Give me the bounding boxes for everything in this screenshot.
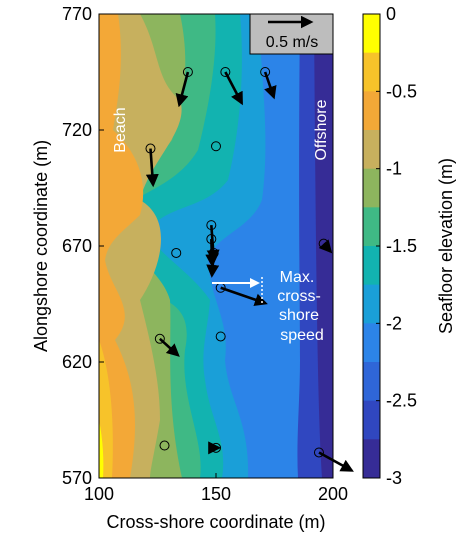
colorbar-band bbox=[363, 439, 380, 479]
colorbar-tick-label: -0.5 bbox=[386, 81, 417, 101]
velocity-arrow bbox=[224, 71, 243, 106]
buoy-markers bbox=[159, 141, 226, 451]
velocity-arrow bbox=[318, 239, 333, 254]
colorbar-band bbox=[363, 323, 380, 363]
buoy-circle bbox=[215, 331, 226, 342]
seafloor-contour-map bbox=[99, 14, 333, 478]
y-tick-label: 720 bbox=[62, 120, 92, 140]
beach-label: Beach bbox=[112, 107, 129, 152]
velocity-arrow bbox=[318, 451, 354, 472]
velocity-arrow bbox=[175, 71, 190, 108]
y-axis-ticks: 570 620 670 720 770 bbox=[62, 4, 104, 488]
velocity-arrow bbox=[206, 252, 220, 278]
y-tick-label: 770 bbox=[62, 4, 92, 24]
y-tick-label: 570 bbox=[62, 468, 92, 488]
max-speed-line-3: shore bbox=[279, 307, 319, 324]
colorbar-tick-label: -2.5 bbox=[386, 391, 417, 411]
colorbar-band bbox=[363, 168, 380, 208]
offshore-label: Offshore bbox=[313, 99, 330, 160]
vector-origin-circle bbox=[220, 67, 231, 77]
colorbar-band bbox=[363, 400, 380, 440]
max-speed-line-1: Max. bbox=[280, 269, 315, 286]
y-tick-label: 620 bbox=[62, 352, 92, 372]
x-tick-label: 150 bbox=[201, 484, 231, 504]
max-speed-line-2: cross- bbox=[277, 288, 321, 305]
scale-box-background bbox=[249, 13, 334, 55]
level-light-orange bbox=[99, 340, 113, 478]
velocity-arrow bbox=[220, 286, 268, 306]
level-orange bbox=[99, 14, 144, 478]
y-axis-label: Alongshore coordinate (m) bbox=[31, 140, 51, 352]
x-axis-ticks: 100 150 200 bbox=[84, 473, 348, 504]
vector-origin-circle bbox=[154, 333, 165, 344]
colorbar-band bbox=[363, 130, 380, 170]
colorbar-tick-label: 0 bbox=[386, 4, 396, 24]
colorbar-band bbox=[363, 284, 380, 324]
colorbar-label: Seafloor elevation (m) bbox=[436, 158, 456, 334]
vector-origin-circle bbox=[260, 67, 271, 77]
max-speed-label: Max. cross- shore speed bbox=[277, 269, 324, 344]
colorbar-band bbox=[363, 207, 380, 247]
velocity-arrow bbox=[263, 71, 277, 100]
colorbar-tick-label: -1 bbox=[386, 159, 402, 179]
x-tick-label: 100 bbox=[84, 484, 114, 504]
colorbar-band bbox=[363, 246, 380, 286]
velocity-arrow bbox=[158, 337, 180, 357]
buoy-circle bbox=[211, 141, 221, 152]
colorbar: 0 -0.5 -1 -1.5 -2 -2.5 -3 bbox=[362, 4, 417, 488]
colorbar-band bbox=[363, 14, 380, 54]
x-tick-label: 200 bbox=[318, 484, 348, 504]
buoy-circle bbox=[171, 247, 182, 258]
scale-label: 0.5 m/s bbox=[266, 34, 318, 51]
colorbar-band bbox=[363, 91, 380, 131]
colorbar-tick-label: -1.5 bbox=[386, 236, 417, 256]
velocity-arrow bbox=[145, 148, 159, 188]
velocity-vectors bbox=[145, 67, 354, 472]
vector-origin-circle bbox=[313, 447, 324, 458]
buoy-circle bbox=[159, 440, 170, 451]
colorbar-tick-label: -2 bbox=[386, 313, 402, 333]
colorbar-tick-label: -3 bbox=[386, 468, 402, 488]
max-speed-line-4: speed bbox=[280, 327, 324, 344]
colorbar-band bbox=[363, 362, 380, 402]
level-yellow bbox=[99, 420, 104, 478]
x-axis-label: Cross-shore coordinate (m) bbox=[106, 512, 325, 532]
colorbar-band bbox=[363, 52, 380, 92]
scale-vector-box: 0.5 m/s bbox=[249, 13, 334, 55]
y-tick-label: 670 bbox=[62, 236, 92, 256]
